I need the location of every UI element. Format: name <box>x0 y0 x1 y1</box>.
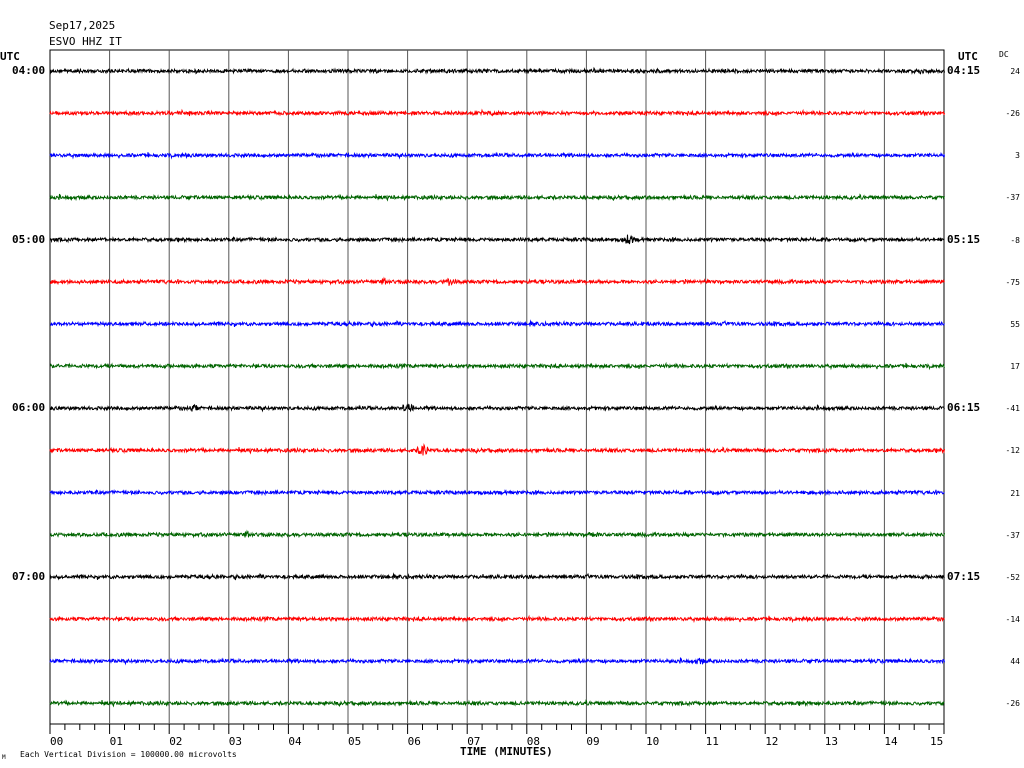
trace-6 <box>50 276 945 286</box>
dc-offset-label: 3 <box>1015 151 1020 161</box>
trace-3 <box>49 151 945 160</box>
right-time-label: 07:15 <box>947 569 981 583</box>
left-time-label: 05:00 <box>12 232 46 246</box>
trace-group <box>49 66 945 708</box>
dc-offset-label: -37 <box>1005 193 1020 203</box>
dc-offset-label: -37 <box>1005 530 1020 540</box>
date-label: Sep17,2025 <box>49 19 116 32</box>
x-tick-label: 09 <box>586 735 600 748</box>
utc-right-label: UTC <box>958 50 978 63</box>
x-tick-label: 04 <box>288 735 302 748</box>
x-tick-label: 05 <box>348 735 362 748</box>
x-tick-label: 13 <box>824 735 839 748</box>
dc-offset-label: 17 <box>1010 362 1020 372</box>
dc-offset-label: -12 <box>1005 446 1020 456</box>
dc-offset-label: 55 <box>1010 319 1020 329</box>
trace-1 <box>49 66 945 75</box>
x-tick-label: 14 <box>884 735 898 748</box>
dc-header-label: DC <box>999 50 1009 59</box>
station-label: ESVO HHZ IT <box>49 35 122 48</box>
left-time-label: 06:00 <box>12 401 46 415</box>
trace-2 <box>49 108 945 117</box>
scale-note: Each Vertical Division = 100000.00 micro… <box>20 750 237 759</box>
trace-9 <box>49 403 945 413</box>
trace-14 <box>49 614 945 624</box>
right-time-label: 06:15 <box>947 401 981 415</box>
dc-offset-label: -26 <box>1005 109 1020 119</box>
corner-mark: M <box>2 754 6 761</box>
trace-10 <box>49 442 945 456</box>
dc-offset-label: -14 <box>1005 614 1020 624</box>
utc-left-label: UTC <box>0 50 20 63</box>
x-tick-label: 02 <box>169 735 183 748</box>
plot-frame <box>49 49 945 725</box>
dc-offset-label: 44 <box>1010 657 1020 667</box>
x-tick-label: 10 <box>646 735 660 748</box>
plot-grid <box>49 49 945 725</box>
trace-16 <box>49 699 945 708</box>
x-tick-label: 06 <box>407 735 421 748</box>
x-tick-label: 07 <box>467 735 481 748</box>
x-tick-label: 01 <box>109 735 123 748</box>
trace-5 <box>49 234 945 245</box>
trace-12 <box>49 529 945 539</box>
dc-offset-label: -41 <box>1005 404 1020 414</box>
dc-offset-label: -52 <box>1005 572 1020 582</box>
trace-11 <box>49 488 945 497</box>
x-axis-ticks <box>49 724 945 734</box>
trace-8 <box>49 361 945 371</box>
x-tick-label: 03 <box>228 735 243 748</box>
dc-offset-label: -26 <box>1005 699 1020 709</box>
dc-offset-label: -8 <box>1010 235 1020 245</box>
x-tick-label: 00 <box>50 735 64 748</box>
x-tick-label: 08 <box>526 735 541 748</box>
trace-7 <box>49 319 945 328</box>
left-time-label: 07:00 <box>12 569 46 583</box>
left-time-label: 04:00 <box>12 64 46 77</box>
dc-offset-label: 21 <box>1010 488 1020 498</box>
trace-13 <box>49 572 945 581</box>
trace-4 <box>49 193 945 202</box>
dc-offset-label: -75 <box>1005 277 1020 287</box>
x-tick-label: 12 <box>765 735 779 748</box>
dc-offset-label: 24 <box>1010 67 1020 76</box>
right-time-label: 05:15 <box>947 232 981 246</box>
trace-15 <box>49 657 945 666</box>
x-axis-title: TIME (MINUTES) <box>460 745 553 758</box>
x-tick-label: 15 <box>930 735 944 748</box>
right-time-label: 04:15 <box>947 64 981 77</box>
x-tick-label: 11 <box>705 735 719 748</box>
